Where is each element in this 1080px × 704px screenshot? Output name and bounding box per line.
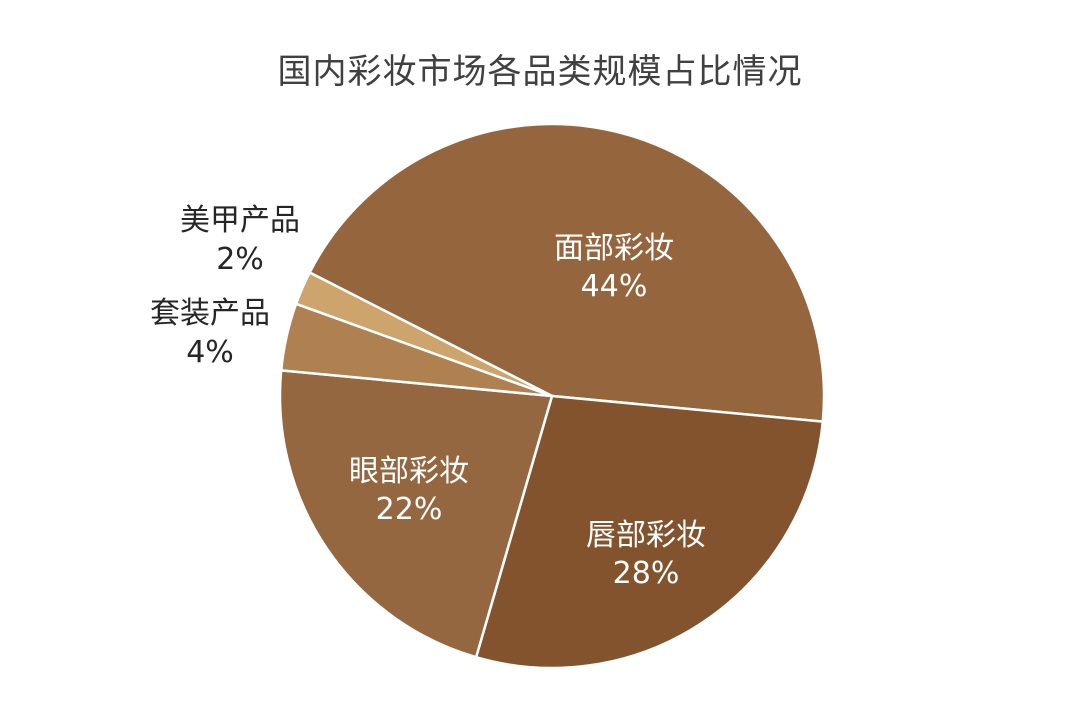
pie-slice-2 [474,394,825,670]
slice-label-3: 眼部彩妆 [349,454,469,489]
pie-slice-3 [278,369,554,659]
slice-value-label-5: 2% [216,242,264,277]
slice-label-5: 美甲产品 [180,203,300,238]
pie-slices [278,122,826,670]
slice-label-4: 套装产品 [150,296,270,331]
slice-label-2: 唇部彩妆 [586,518,706,553]
slice-value-label-4: 4% [186,335,234,370]
slice-value-label-1: 44% [581,269,648,304]
chart-title: 国内彩妆市场各品类规模占比情况 [277,52,803,92]
pie-slice-1 [307,122,826,423]
slice-value-label-2: 28% [613,556,680,591]
slice-value-label-3: 22% [376,492,443,527]
pie-slice-5 [294,270,553,398]
slice-label-1: 面部彩妆 [554,231,674,266]
